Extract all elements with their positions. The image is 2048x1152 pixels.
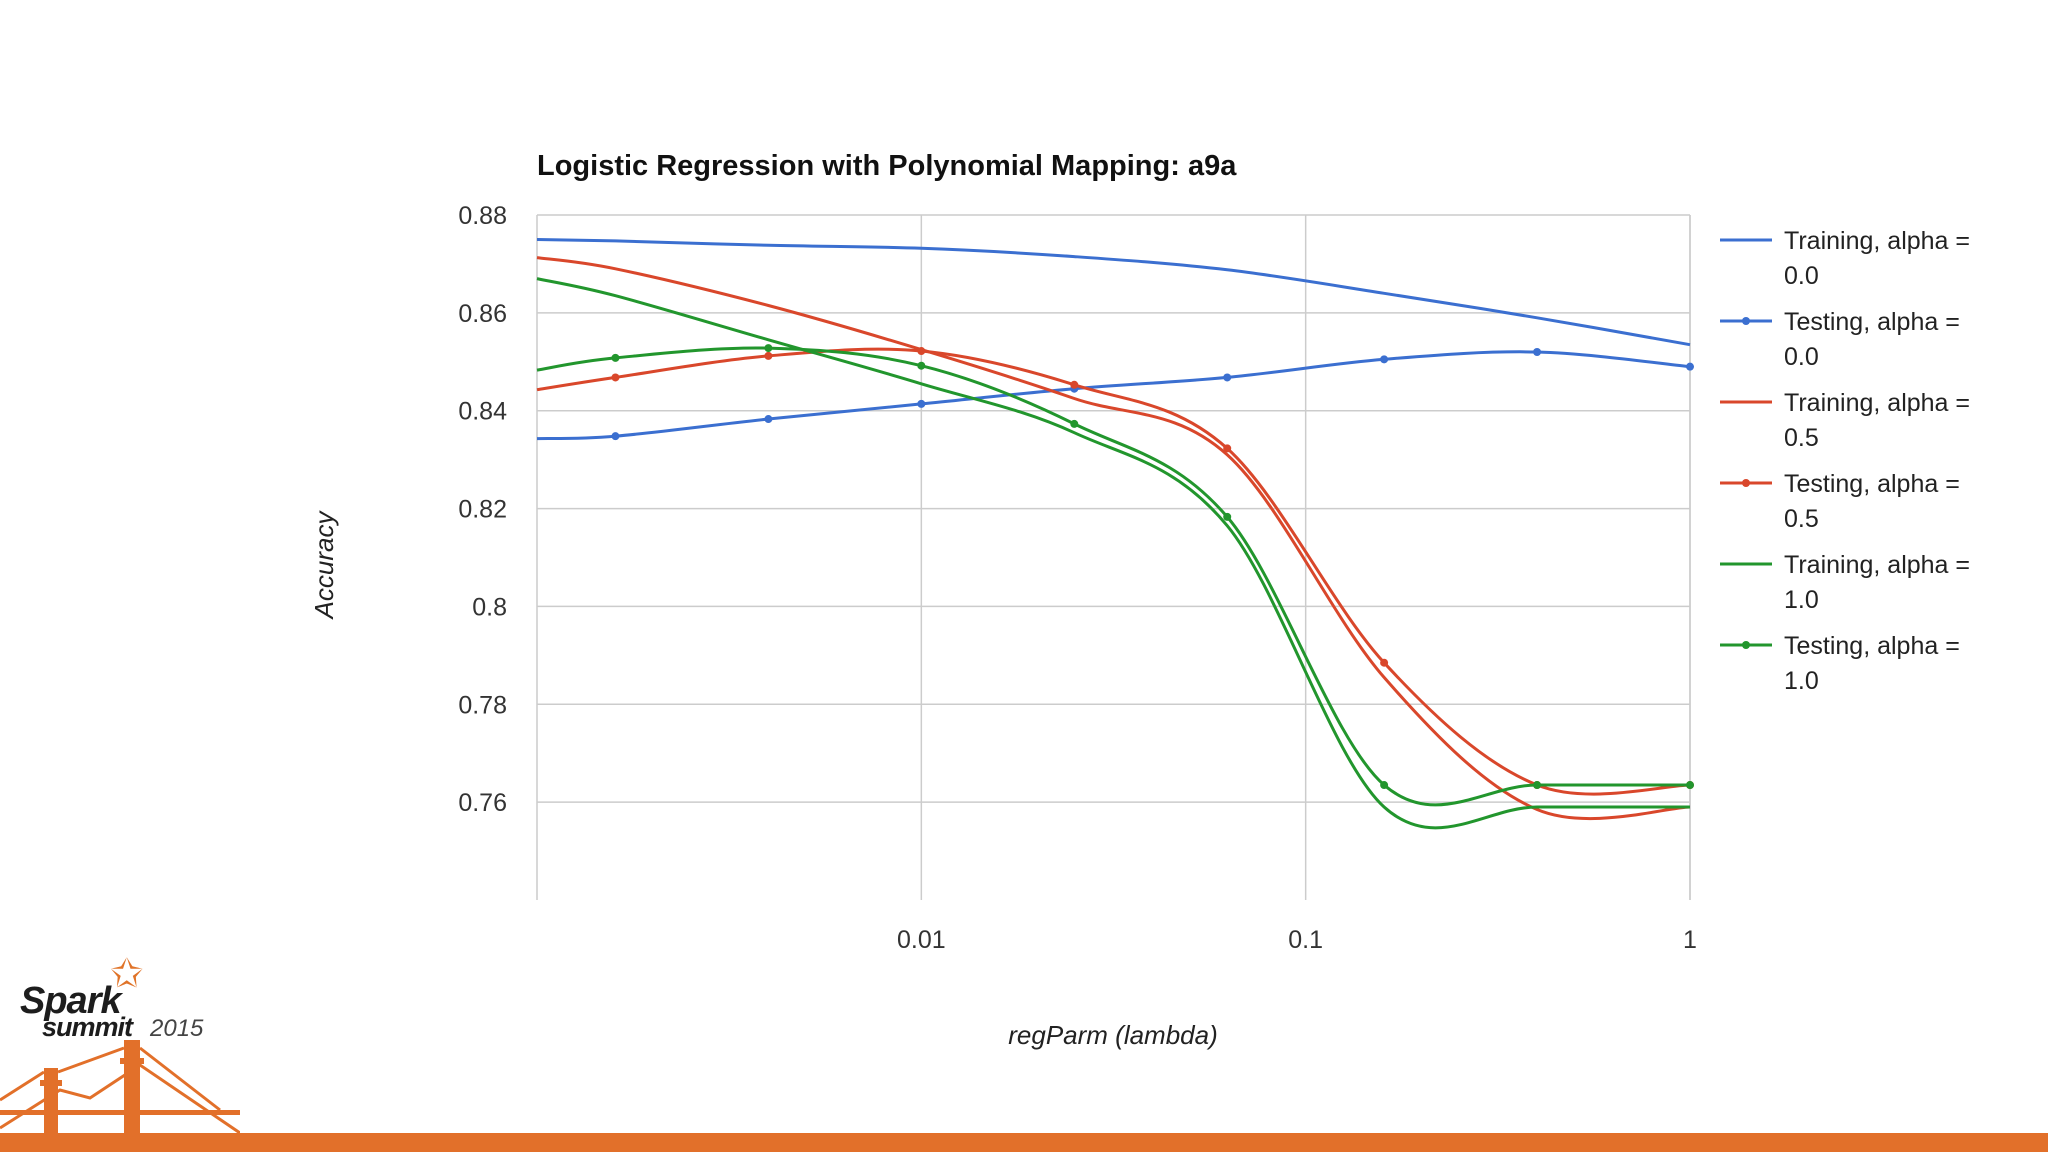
- x-tick-label: 0.1: [1288, 926, 1323, 954]
- series-layer: [536, 238, 1694, 830]
- data-point: [1686, 781, 1694, 790]
- y-axis-label: Accuracy: [309, 510, 339, 621]
- legend-label: Training, alpha =: [1784, 389, 1970, 417]
- series-line: [536, 347, 1691, 796]
- y-tick-label: 0.88: [458, 202, 507, 230]
- series-line: [536, 238, 1691, 347]
- series-2: [536, 256, 1691, 821]
- data-point: [1070, 419, 1079, 428]
- data-point: [1686, 362, 1694, 371]
- logo-summit-text: summit: [42, 1012, 133, 1042]
- x-tick-label: 1: [1683, 926, 1697, 954]
- data-point: [1223, 373, 1232, 382]
- data-point: [917, 347, 926, 356]
- y-axis-ticks: 0.88 0.86 0.84 0.82 0.8 0.78 0.76: [458, 202, 507, 817]
- y-tick-label: 0.8: [472, 593, 507, 621]
- series-4: [536, 277, 1690, 830]
- y-tick-label: 0.84: [458, 398, 507, 426]
- legend-label: Testing, alpha =: [1784, 470, 1960, 498]
- legend-item: Testing, alpha = 0.0: [1720, 308, 1960, 371]
- legend-label-value: 0.5: [1784, 424, 1819, 452]
- data-point: [1533, 348, 1542, 356]
- data-point: [1380, 658, 1389, 667]
- legend-label: Training, alpha =: [1784, 227, 1970, 255]
- legend-label-value: 1.0: [1784, 586, 1819, 614]
- legend-marker: [1742, 641, 1750, 649]
- x-tick-label: 0.01: [897, 926, 946, 954]
- footer-bar: [0, 1133, 2048, 1152]
- golden-gate-bridge-icon: [0, 1040, 240, 1140]
- legend-item: Training, alpha = 1.0: [1720, 551, 1970, 614]
- data-point: [1223, 512, 1232, 521]
- x-axis-ticks: 0.01 0.1 1: [897, 926, 1697, 954]
- data-point: [1223, 444, 1232, 453]
- spark-summit-logo: ✩ Spark summit 2015: [18, 954, 218, 1060]
- legend-item: Training, alpha = 0.0: [1720, 227, 1970, 290]
- data-point: [917, 399, 926, 408]
- y-tick-label: 0.76: [458, 789, 507, 817]
- legend-label-value: 0.0: [1784, 343, 1819, 371]
- chart-title: Logistic Regression with Polynomial Mapp…: [537, 150, 1237, 182]
- grid: [536, 214, 1691, 900]
- legend-label-value: 0.5: [1784, 505, 1819, 533]
- legend-item: Testing, alpha = 1.0: [1720, 632, 1960, 695]
- data-point: [764, 344, 773, 353]
- star-icon: ✩: [110, 952, 144, 996]
- legend-item: Training, alpha = 0.5: [1720, 389, 1970, 452]
- logo-year-text: 2015: [150, 1015, 204, 1042]
- legend-marker: [1742, 479, 1750, 487]
- data-point: [1533, 781, 1542, 790]
- legend-label: Testing, alpha =: [1784, 308, 1960, 336]
- data-point: [611, 373, 620, 382]
- data-point: [764, 351, 773, 360]
- series-5: [536, 344, 1694, 807]
- x-axis-label: regParm (lambda): [1008, 1020, 1218, 1050]
- legend-marker: [1742, 317, 1750, 325]
- data-point: [917, 361, 926, 370]
- data-point: [1070, 380, 1079, 389]
- data-point: [1380, 355, 1389, 364]
- data-point: [611, 353, 620, 362]
- legend-label-value: 0.0: [1784, 262, 1819, 290]
- y-tick-label: 0.82: [458, 496, 507, 524]
- legend-label: Training, alpha =: [1784, 551, 1970, 579]
- y-tick-label: 0.78: [458, 691, 507, 719]
- series-0: [536, 238, 1691, 347]
- y-tick-label: 0.86: [458, 300, 507, 328]
- data-point: [611, 432, 620, 441]
- legend-label-value: 1.0: [1784, 667, 1819, 695]
- series-3: [536, 347, 1694, 796]
- series-line: [536, 256, 1691, 821]
- legend-label: Testing, alpha =: [1784, 632, 1960, 660]
- logo-spark-text: Spark: [20, 980, 122, 1022]
- data-point: [1380, 781, 1389, 790]
- series-line: [536, 277, 1690, 830]
- data-point: [764, 415, 773, 424]
- series-line: [536, 346, 1690, 807]
- legend-item: Testing, alpha = 0.5: [1720, 470, 1960, 533]
